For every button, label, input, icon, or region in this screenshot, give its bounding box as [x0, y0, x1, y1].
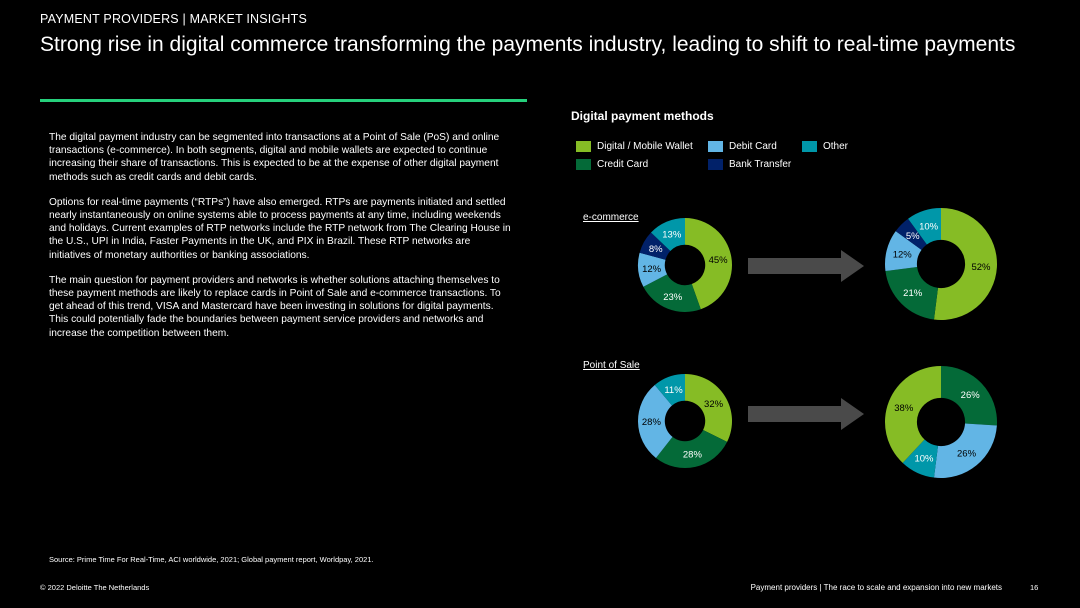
donut-slice: [933, 423, 997, 478]
paragraph-question: The main question for payment providers …: [49, 274, 501, 339]
legend-label: Debit Card: [729, 141, 777, 152]
donut-slice: [902, 439, 938, 478]
body-text: The digital payment industry can be segm…: [49, 131, 511, 352]
donut-slice-label: 32%: [704, 399, 724, 410]
donut-slice-label: 45%: [709, 255, 729, 266]
chart-title: Digital payment methods: [571, 109, 714, 123]
paragraph-segmentation: The digital payment industry can be segm…: [49, 132, 500, 183]
donut-slice-label: 10%: [919, 221, 939, 232]
donut-slice-label: 21%: [903, 288, 923, 299]
donut-slice-label: 13%: [662, 230, 682, 241]
page-number: 16: [1030, 583, 1039, 592]
legend-label: Credit Card: [597, 159, 649, 170]
legend-label: Other: [823, 141, 849, 152]
donut-slice: [895, 218, 927, 250]
legend-swatch: [708, 159, 723, 170]
donut-slice: [908, 208, 941, 245]
donut-slice-label: 52%: [971, 262, 991, 273]
donut-ecommerce-future: 52% 21% 12% 5%10%: [885, 208, 997, 320]
donut-slice: [638, 384, 673, 458]
donut-slice: [655, 429, 728, 468]
arrow-right-icon: [748, 398, 864, 430]
legend-swatch: [576, 141, 591, 152]
donut-slice-label: 12%: [893, 250, 913, 261]
donut-pos-current: 32% 28% 28% 11%: [638, 374, 732, 468]
donut-slice-label: 23%: [663, 292, 683, 303]
donut-slice: [941, 366, 997, 426]
donut-slice: [885, 267, 938, 320]
legend-label: Bank Transfer: [729, 159, 792, 170]
legend-swatch: [576, 159, 591, 170]
donut-slice: [639, 232, 671, 260]
donut-slice: [685, 218, 732, 310]
paragraph-rtp: Options for real-time payments (“RTPs”) …: [49, 196, 511, 261]
donut-slice-label: 8%: [649, 244, 663, 255]
legend-item-wallet: Digital / Mobile Wallet: [576, 141, 693, 152]
donut-slice: [885, 231, 922, 272]
source-note: Source: Prime Time For Real-Time, ACI wo…: [49, 555, 374, 564]
donut-slice-label: 26%: [957, 448, 977, 459]
donut-slice-label: 12%: [642, 264, 662, 275]
donut-slice-label: 28%: [683, 449, 703, 460]
donut-slice: [654, 374, 685, 406]
legend-item-debit: Debit Card: [708, 141, 777, 152]
donut-slice: [885, 366, 941, 463]
legend-swatch: [802, 141, 817, 152]
donut-slice-label: 11%: [664, 385, 683, 396]
legend-swatch: [708, 141, 723, 152]
donut-slice: [643, 274, 701, 312]
section-label-pos: Point of Sale: [583, 360, 640, 371]
donut-slice: [638, 252, 668, 287]
donut-slice-label: 10%: [914, 454, 934, 465]
legend-label: Digital / Mobile Wallet: [597, 141, 693, 152]
legend-item-other: Other: [802, 141, 848, 152]
donut-slice-label: 28%: [642, 417, 662, 428]
chart-legend: Digital / Mobile Wallet Debit Card Other…: [576, 141, 876, 177]
slide-title: Strong rise in digital commerce transfor…: [40, 33, 1016, 56]
donut-pos-future: 26% 26% 10% 38%: [885, 366, 997, 478]
donut-slice: [933, 208, 997, 320]
donut-slice-label: 26%: [961, 390, 981, 401]
donut-slice-label: 38%: [894, 403, 914, 414]
legend-item-bank-transfer: Bank Transfer: [708, 159, 791, 170]
donut-ecommerce-current: 45% 23% 12% 8% 13%: [638, 218, 732, 312]
donut-slice-label: 5%: [906, 231, 920, 242]
footer-doc-title: Payment providers | The race to scale an…: [750, 583, 1002, 592]
footer-copyright: © 2022 Deloitte The Netherlands: [40, 583, 150, 592]
arrow-right-icon: [748, 250, 864, 282]
donut-slice: [685, 374, 732, 442]
section-label-ecommerce: e-commerce: [583, 212, 639, 223]
accent-divider: [40, 99, 527, 102]
donut-slice: [650, 218, 685, 252]
legend-item-credit: Credit Card: [576, 159, 648, 170]
slide-eyebrow: PAYMENT PROVIDERS | MARKET INSIGHTS: [40, 12, 308, 26]
